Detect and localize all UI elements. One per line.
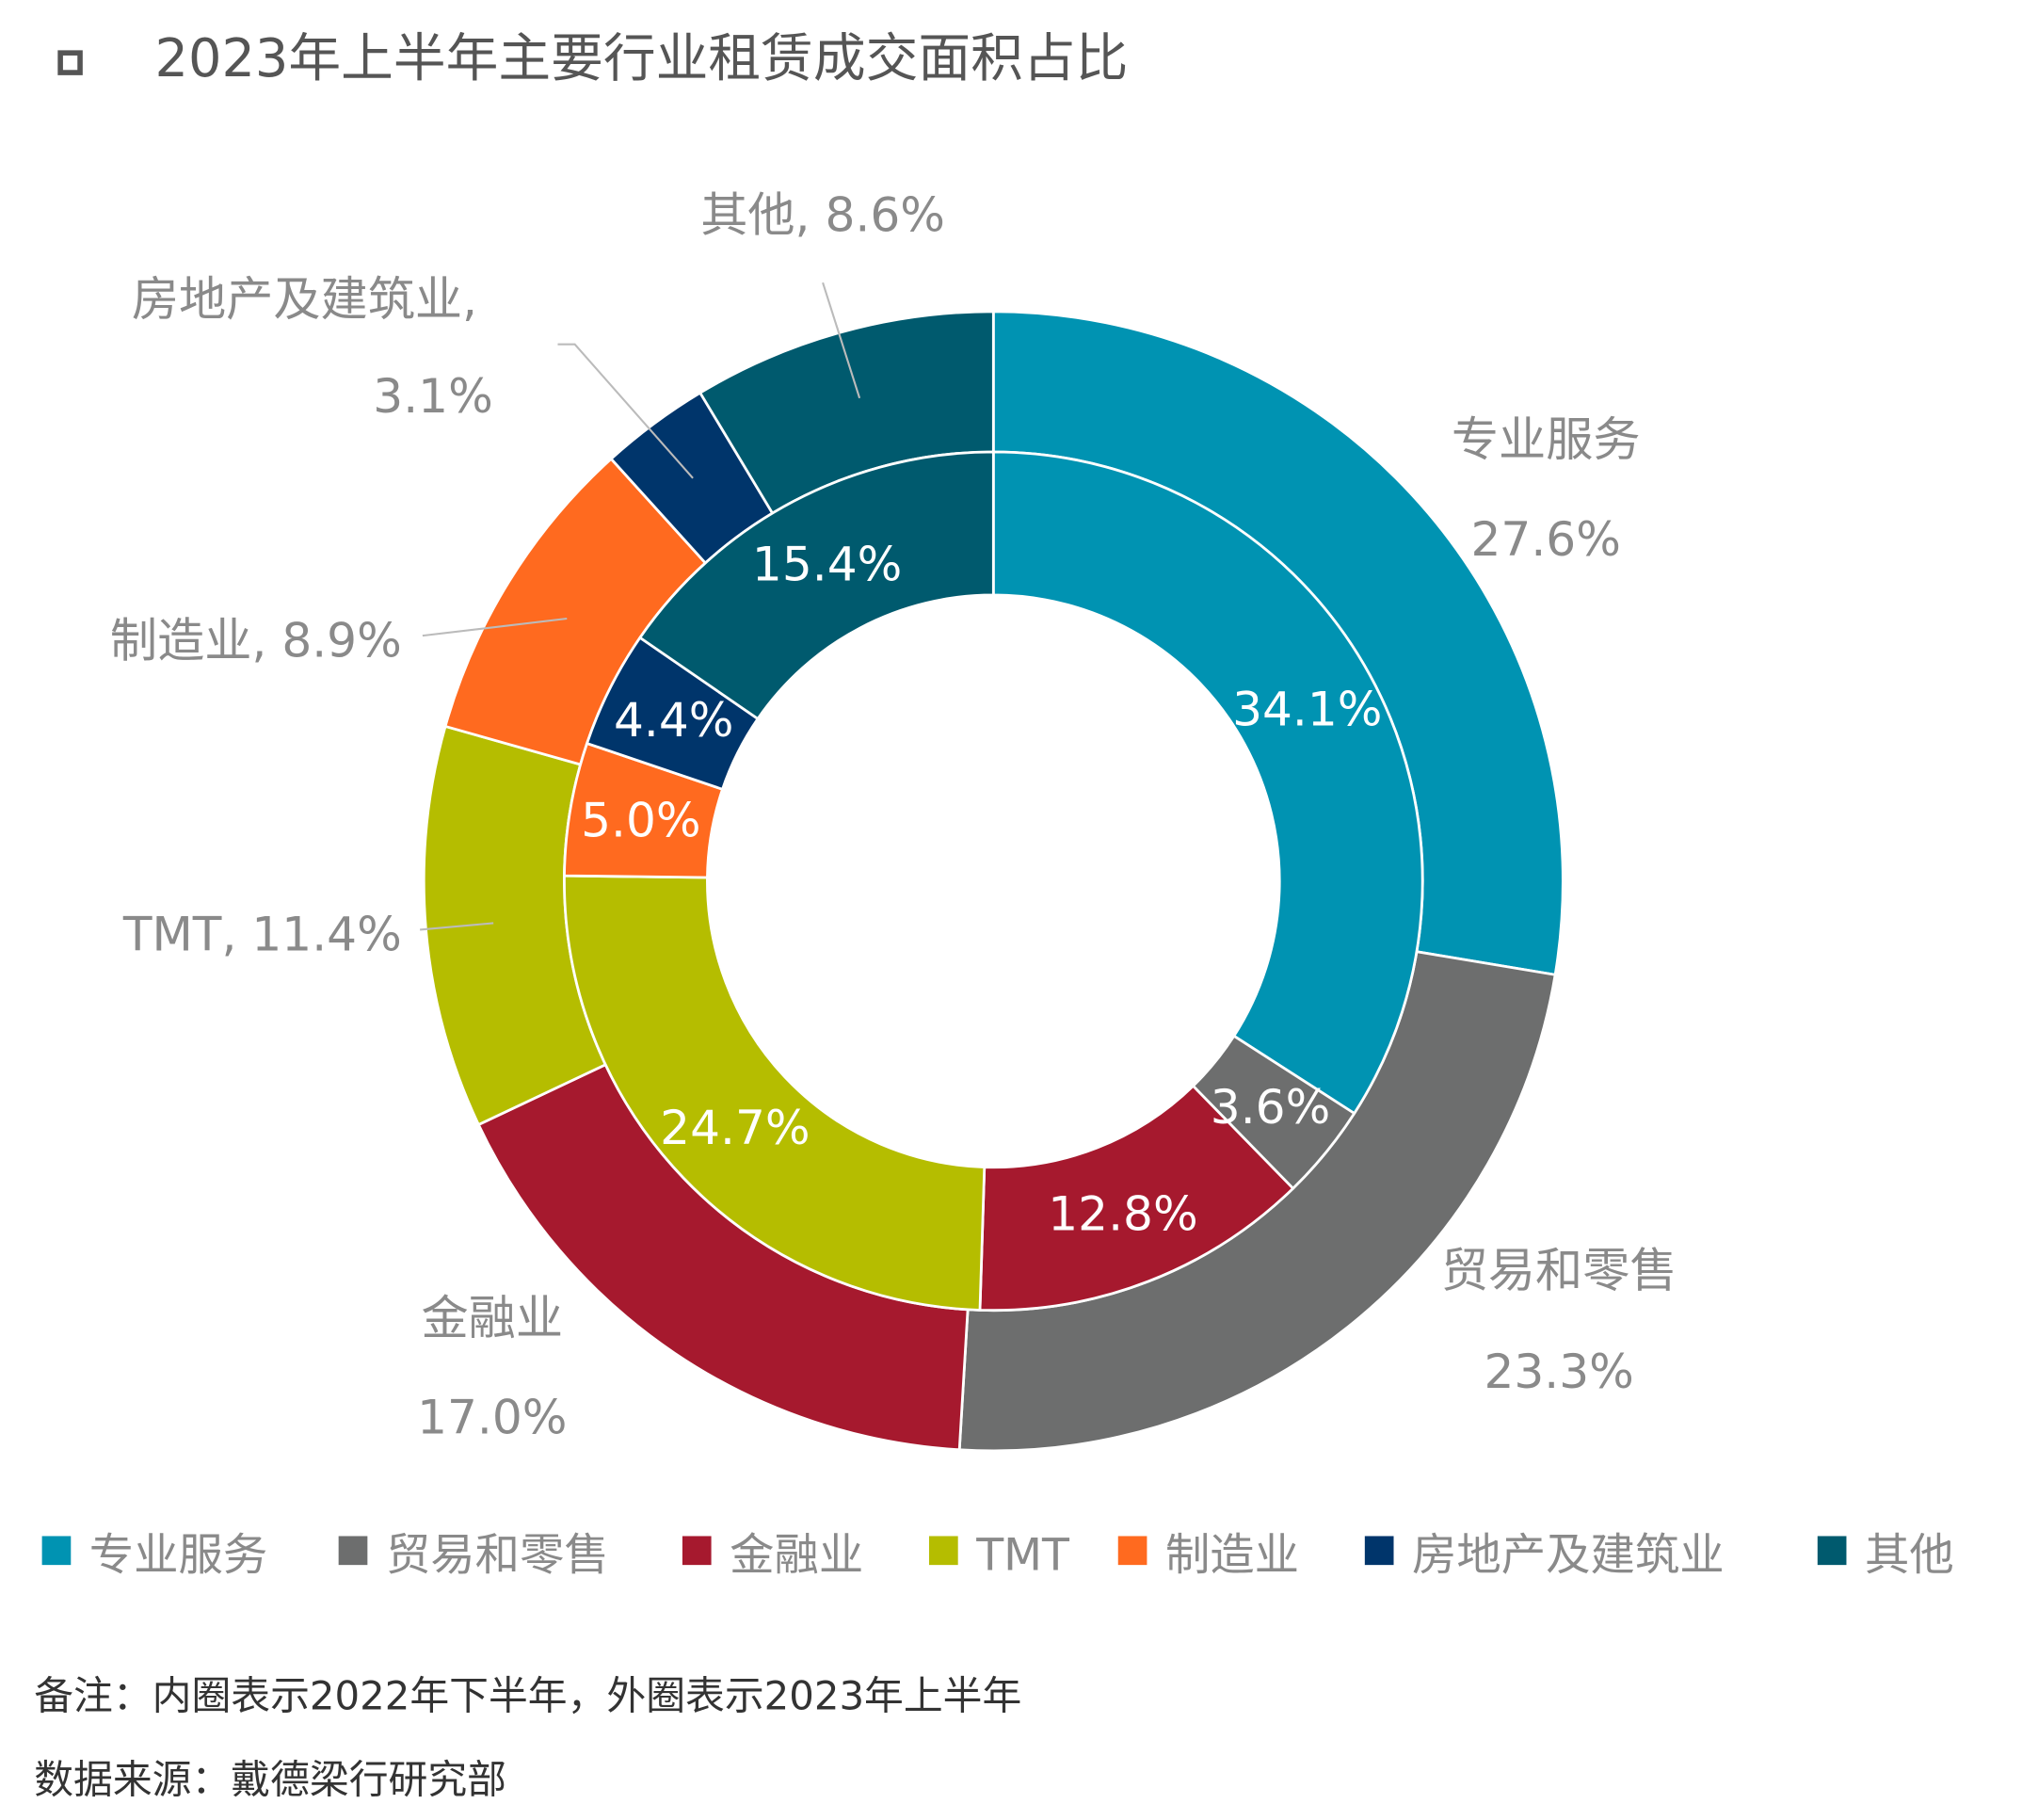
- outer-data-label: 金融业: [422, 1290, 564, 1345]
- leader-line-manufacturing: [422, 617, 568, 637]
- legend-swatch: [338, 1536, 368, 1566]
- inner-data-label: 5.0%: [581, 792, 700, 847]
- outer-data-label: 其他, 8.6%: [700, 187, 945, 243]
- legend-swatch: [682, 1536, 712, 1566]
- outer-data-label: 贸易和零售: [1441, 1243, 1677, 1298]
- legend-item: 制造业: [1117, 1530, 1299, 1582]
- legend-label: 其他: [1865, 1530, 1954, 1582]
- legend-item: 房地产及建筑业: [1364, 1530, 1725, 1582]
- legend-label: TMT: [975, 1530, 1070, 1582]
- legend-item: 贸易和零售: [338, 1530, 609, 1582]
- legend-item: 专业服务: [41, 1530, 268, 1582]
- outer-data-label: 3.1%: [373, 368, 492, 424]
- legend-label: 专业服务: [89, 1530, 268, 1582]
- outer-data-label: 27.6%: [1471, 511, 1621, 567]
- inner-slice-3: [563, 874, 987, 1312]
- title-bullet-icon: [57, 50, 83, 75]
- inner-data-label: 34.1%: [1232, 682, 1382, 737]
- legend-label: 房地产及建筑业: [1412, 1530, 1725, 1582]
- inner-data-label: 15.4%: [752, 536, 902, 591]
- leader-line-other: [822, 282, 861, 399]
- legend-label: 贸易和零售: [386, 1530, 609, 1582]
- inner-data-label: 4.4%: [614, 692, 733, 748]
- remark-note: 备注：内圈表示2022年下半年，外圈表示2023年上半年: [34, 1672, 1021, 1718]
- outer-data-label: 23.3%: [1484, 1344, 1633, 1399]
- legend-swatch: [929, 1536, 958, 1566]
- leader-line-tmt: [420, 922, 494, 931]
- leader-line-realestate: [557, 343, 694, 479]
- chart-title: 2023年上半年主要行业租赁成交面积占比: [155, 28, 1129, 89]
- legend-item: TMT: [929, 1530, 1070, 1582]
- legend-swatch: [1817, 1536, 1847, 1566]
- inner-data-label: 12.8%: [1048, 1186, 1197, 1242]
- legend-item: 金融业: [682, 1530, 863, 1582]
- outer-data-label: 制造业, 8.9%: [110, 612, 402, 668]
- inner-data-label: 24.7%: [660, 1100, 810, 1155]
- legend-swatch: [1364, 1536, 1394, 1566]
- outer-data-label: TMT, 11.4%: [122, 907, 402, 962]
- outer-data-label: 17.0%: [417, 1390, 567, 1445]
- outer-data-label: 房地产及建筑业,: [132, 271, 477, 327]
- legend-swatch: [41, 1536, 72, 1566]
- inner-slice-6: [637, 450, 995, 721]
- legend-item: 其他: [1817, 1530, 1954, 1582]
- source-note: 数据来源：戴德梁行研究部: [34, 1757, 506, 1803]
- legend-label: 制造业: [1165, 1530, 1299, 1582]
- inner-data-label: 3.6%: [1211, 1079, 1330, 1135]
- outer-data-label: 专业服务: [1452, 411, 1641, 467]
- legend-label: 金融业: [730, 1530, 863, 1582]
- inner-slice-0: [991, 450, 1424, 1116]
- legend-swatch: [1117, 1536, 1147, 1566]
